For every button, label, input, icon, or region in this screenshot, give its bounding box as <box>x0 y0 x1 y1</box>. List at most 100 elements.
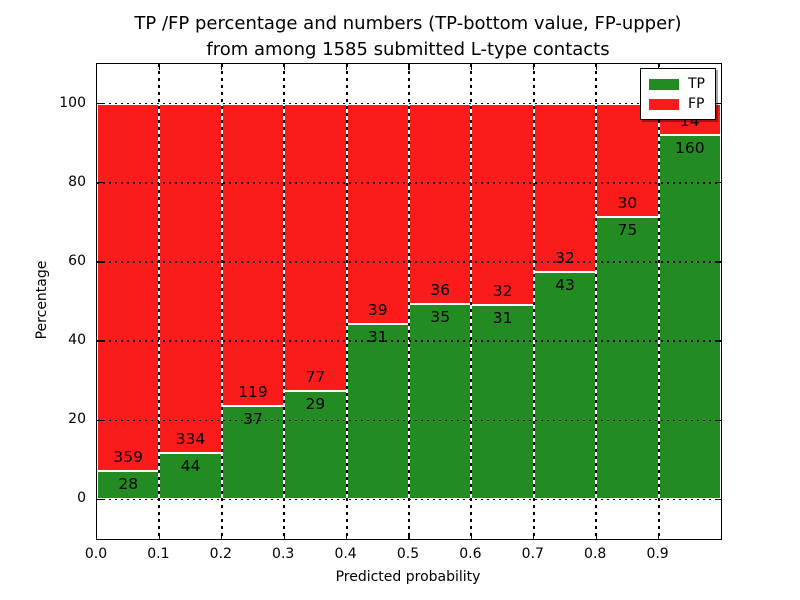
x-tick-label: 0.3 <box>272 546 295 562</box>
bar-label-fp: 39 <box>367 301 388 320</box>
x-tick-mark <box>408 64 410 70</box>
x-tick-mark <box>470 64 472 70</box>
bar-label-tp: 31 <box>367 328 388 347</box>
bar-label-fp: 36 <box>430 281 451 300</box>
y-tick-mark <box>97 261 103 263</box>
y-axis-label: Percentage <box>34 260 50 340</box>
horizontal-gridline <box>97 498 721 501</box>
bar-label-tp: 31 <box>492 308 513 327</box>
vertical-gridline <box>283 64 286 539</box>
x-tick-mark <box>221 64 223 70</box>
vertical-gridline <box>532 64 535 539</box>
y-tick-mark <box>97 498 103 500</box>
horizontal-gridline <box>97 419 721 421</box>
x-tick-mark <box>658 64 660 70</box>
vertical-gridline <box>220 64 223 539</box>
x-tick-mark <box>283 64 285 70</box>
y-tick-mark <box>715 182 721 184</box>
legend-label: TP <box>688 76 705 92</box>
bar-label-fp: 334 <box>175 430 206 449</box>
bar-segment-fp <box>284 103 347 392</box>
bar-label-fp: 77 <box>305 368 326 387</box>
chart-title: TP /FP percentage and numbers (TP-bottom… <box>96 11 720 63</box>
x-tick-mark <box>158 533 160 539</box>
x-tick-mark <box>533 64 535 70</box>
vertical-gridline <box>408 64 410 539</box>
bar-label-tp: 75 <box>617 220 638 239</box>
x-axis-label: Predicted probability <box>335 569 481 585</box>
x-tick-mark <box>283 533 285 539</box>
legend-swatch-tp <box>649 78 679 90</box>
y-tick-label: 100 <box>59 94 86 111</box>
vertical-gridline <box>345 64 348 539</box>
x-tick-label: 0.0 <box>84 546 108 562</box>
x-tick-mark <box>533 533 535 539</box>
bar-segment-fp <box>159 103 222 454</box>
vertical-gridline <box>470 64 473 539</box>
bar-segment-tp <box>533 272 597 500</box>
x-tick-mark <box>221 533 223 539</box>
x-tick-mark <box>346 533 348 539</box>
y-tick-mark <box>97 182 103 184</box>
x-tick-mark <box>158 64 160 70</box>
bar-segment-fp <box>346 103 409 325</box>
y-tick-mark <box>97 419 103 421</box>
bar-label-fp: 30 <box>617 193 638 212</box>
bar-segment-fp <box>533 103 597 273</box>
bar-segment-tp <box>596 216 659 500</box>
bar-segment-tp <box>346 324 409 500</box>
horizontal-gridline <box>97 102 721 105</box>
x-tick-mark <box>595 64 597 70</box>
bar-label-fp: 32 <box>555 249 575 268</box>
horizontal-gridline <box>97 261 721 263</box>
x-tick-mark <box>408 533 410 539</box>
x-tick-mark <box>470 533 472 539</box>
bar-label-tp: 37 <box>243 409 263 428</box>
legend-swatch-fp <box>649 98 679 110</box>
legend-item: TP <box>649 74 705 94</box>
bar-segment-tp <box>159 453 222 500</box>
x-tick-mark <box>595 533 597 539</box>
bar-label-tp: 29 <box>305 395 326 414</box>
x-tick-label: 0.6 <box>459 546 482 562</box>
bar-segment-fp <box>221 103 285 406</box>
chart-title-line2: from among 1585 submitted L-type contact… <box>206 39 610 60</box>
y-tick-mark <box>715 419 721 421</box>
vertical-gridline <box>657 64 660 539</box>
vertical-gridline <box>595 64 598 539</box>
x-tick-label: 0.2 <box>209 546 232 562</box>
x-tick-label: 0.7 <box>521 546 544 562</box>
bar-label-fp: 119 <box>238 382 268 401</box>
x-tick-mark <box>346 64 348 70</box>
y-tick-mark <box>715 261 721 263</box>
x-tick-label: 0.5 <box>396 546 420 562</box>
legend: TP FP <box>640 68 716 120</box>
horizontal-gridline <box>97 182 721 184</box>
y-tick-mark <box>715 340 721 342</box>
chart-title-line1: TP /FP percentage and numbers (TP-bottom… <box>134 13 682 34</box>
x-tick-mark <box>658 533 660 539</box>
bar-segment-tp <box>658 135 721 500</box>
horizontal-gridline <box>97 340 721 342</box>
x-tick-label: 0.8 <box>584 546 607 562</box>
bar-label-fp: 32 <box>492 281 513 300</box>
bar-label-tp: 28 <box>118 474 139 493</box>
vertical-gridline <box>158 64 161 539</box>
y-tick-mark <box>97 340 103 342</box>
bar-segment-fp <box>471 103 534 305</box>
x-tick-label: 0.9 <box>646 546 669 562</box>
bar-segment-fp <box>97 103 160 471</box>
bar-segment-tp <box>471 304 534 500</box>
bar-label-tp: 43 <box>555 276 575 295</box>
bar-segment-fp <box>409 103 472 305</box>
y-tick-mark <box>715 102 721 105</box>
y-tick-mark <box>97 102 103 105</box>
bar-label-tp: 160 <box>674 139 705 158</box>
x-tick-label: 0.4 <box>334 546 357 562</box>
legend-label: FP <box>688 96 705 112</box>
y-tick-label: 40 <box>68 332 86 349</box>
bar-label-tp: 44 <box>180 457 201 476</box>
legend-item: FP <box>649 94 705 114</box>
x-tick-label: 0.1 <box>147 546 170 562</box>
